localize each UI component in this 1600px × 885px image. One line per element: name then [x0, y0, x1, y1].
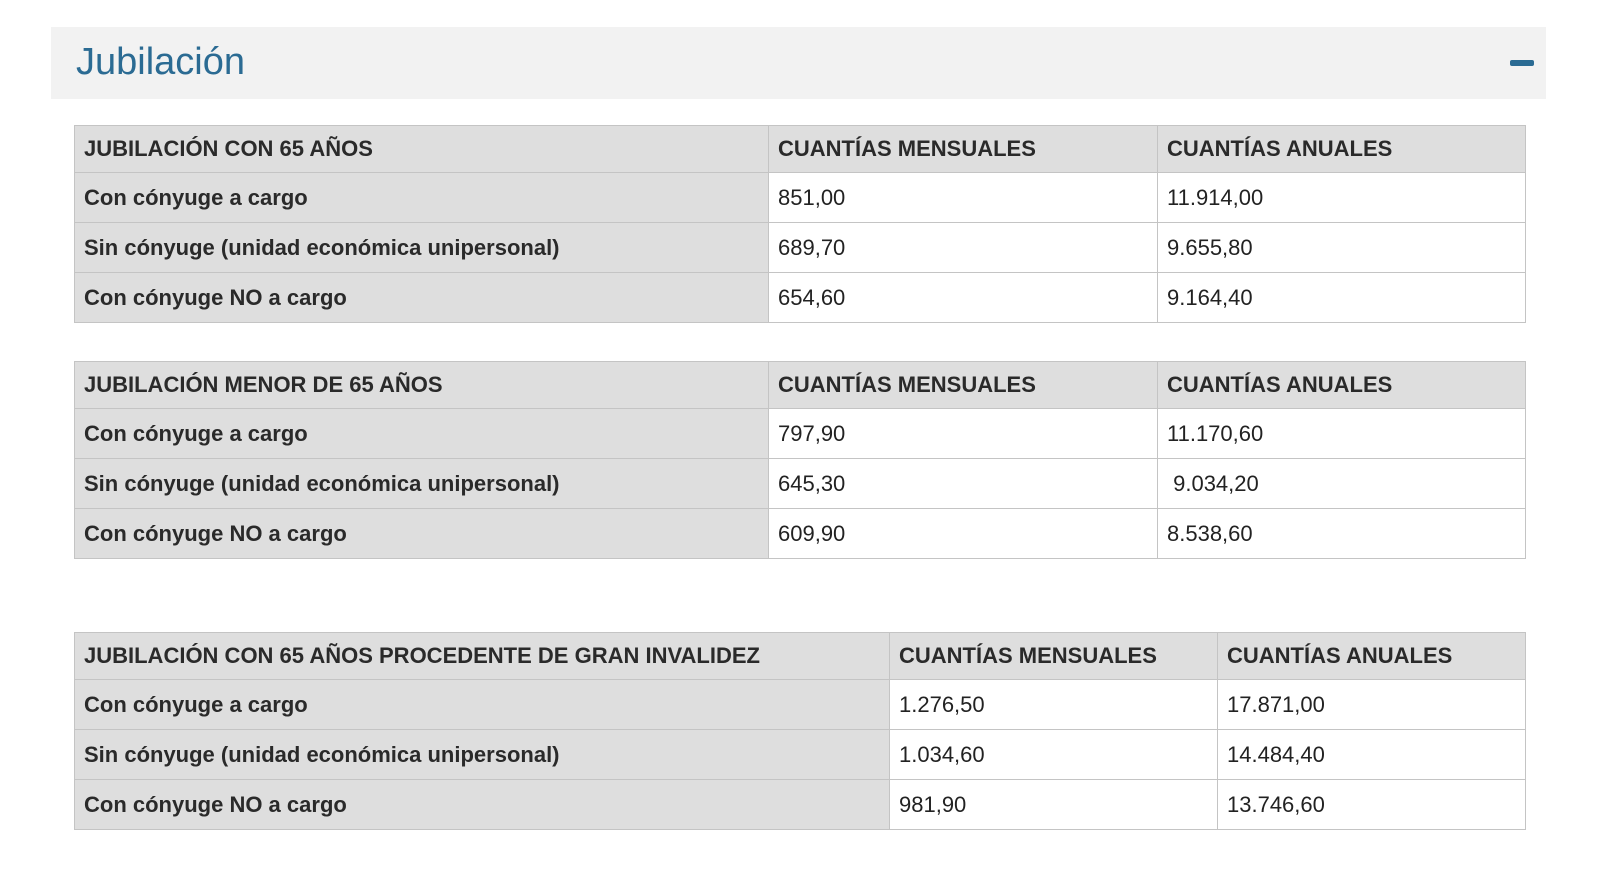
pension-table-65: JUBILACIÓN CON 65 AÑOS CUANTÍAS MENSUALE… [74, 125, 1526, 323]
table-header-row: JUBILACIÓN CON 65 AÑOS PROCEDENTE DE GRA… [74, 632, 1526, 680]
table-header-category: JUBILACIÓN CON 65 AÑOS [74, 125, 769, 173]
table-header-annual: CUANTÍAS ANUALES [1217, 632, 1526, 680]
monthly-amount: 609,90 [768, 508, 1158, 559]
annual-amount: 14.484,40 [1217, 729, 1526, 780]
table-row: Sin cónyuge (unidad económica unipersona… [74, 458, 1526, 509]
table-header-row: JUBILACIÓN MENOR DE 65 AÑOS CUANTÍAS MEN… [74, 361, 1526, 409]
row-label: Con cónyuge NO a cargo [74, 508, 769, 559]
monthly-amount: 797,90 [768, 408, 1158, 459]
row-label: Con cónyuge NO a cargo [74, 272, 769, 323]
table-row: Con cónyuge a cargo 1.276,50 17.871,00 [74, 679, 1526, 730]
minus-icon [1510, 60, 1534, 66]
row-label: Con cónyuge a cargo [74, 408, 769, 459]
table-row: Sin cónyuge (unidad económica unipersona… [74, 222, 1526, 273]
table-row: Con cónyuge a cargo 797,90 11.170,60 [74, 408, 1526, 459]
table-header-annual: CUANTÍAS ANUALES [1157, 361, 1526, 409]
row-label: Con cónyuge a cargo [74, 172, 769, 223]
annual-amount: 11.914,00 [1157, 172, 1526, 223]
annual-amount: 8.538,60 [1157, 508, 1526, 559]
pension-table-under-65: JUBILACIÓN MENOR DE 65 AÑOS CUANTÍAS MEN… [74, 361, 1526, 559]
monthly-amount: 645,30 [768, 458, 1158, 509]
table-header-monthly: CUANTÍAS MENSUALES [768, 361, 1158, 409]
section-title: Jubilación [76, 41, 245, 83]
table-header-category: JUBILACIÓN CON 65 AÑOS PROCEDENTE DE GRA… [74, 632, 890, 680]
annual-amount: 11.170,60 [1157, 408, 1526, 459]
table-row: Con cónyuge NO a cargo 654,60 9.164,40 [74, 272, 1526, 323]
row-label: Sin cónyuge (unidad económica unipersona… [74, 458, 769, 509]
annual-amount: 13.746,60 [1217, 779, 1526, 830]
accordion-header[interactable]: Jubilación [51, 27, 1546, 99]
table-header-monthly: CUANTÍAS MENSUALES [889, 632, 1218, 680]
table-row: Con cónyuge NO a cargo 609,90 8.538,60 [74, 508, 1526, 559]
collapse-button[interactable] [1498, 45, 1546, 81]
table-header-annual: CUANTÍAS ANUALES [1157, 125, 1526, 173]
pension-table-gran-invalidez: JUBILACIÓN CON 65 AÑOS PROCEDENTE DE GRA… [74, 632, 1526, 830]
row-label: Sin cónyuge (unidad económica unipersona… [74, 222, 769, 273]
table-row: Con cónyuge a cargo 851,00 11.914,00 [74, 172, 1526, 223]
monthly-amount: 851,00 [768, 172, 1158, 223]
row-label: Sin cónyuge (unidad económica unipersona… [74, 729, 890, 780]
row-label: Con cónyuge NO a cargo [74, 779, 890, 830]
table-row: Sin cónyuge (unidad económica unipersona… [74, 729, 1526, 780]
monthly-amount: 654,60 [768, 272, 1158, 323]
table-row: Con cónyuge NO a cargo 981,90 13.746,60 [74, 779, 1526, 830]
table-header-row: JUBILACIÓN CON 65 AÑOS CUANTÍAS MENSUALE… [74, 125, 1526, 173]
row-label: Con cónyuge a cargo [74, 679, 890, 730]
monthly-amount: 1.276,50 [889, 679, 1218, 730]
monthly-amount: 1.034,60 [889, 729, 1218, 780]
monthly-amount: 689,70 [768, 222, 1158, 273]
annual-amount: 9.164,40 [1157, 272, 1526, 323]
monthly-amount: 981,90 [889, 779, 1218, 830]
annual-amount: 9.655,80 [1157, 222, 1526, 273]
annual-amount: 17.871,00 [1217, 679, 1526, 730]
table-header-category: JUBILACIÓN MENOR DE 65 AÑOS [74, 361, 769, 409]
annual-amount: 9.034,20 [1157, 458, 1526, 509]
table-header-monthly: CUANTÍAS MENSUALES [768, 125, 1158, 173]
